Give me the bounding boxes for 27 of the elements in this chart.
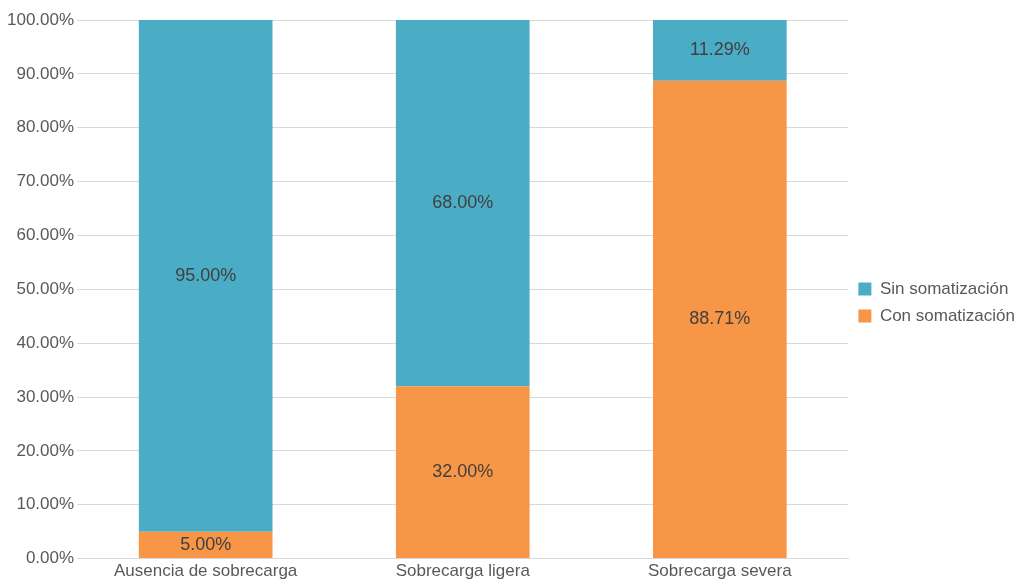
bar — [138, 20, 273, 532]
data-label: 95.00% — [175, 264, 237, 285]
y-tick-label: 0.00% — [25, 548, 75, 568]
y-tick-label: 20.00% — [16, 440, 75, 460]
data-label: 5.00% — [180, 533, 232, 554]
y-tick-label: 50.00% — [16, 278, 75, 298]
bar — [395, 386, 530, 559]
x-tick-label: Sobrecarga severa — [648, 561, 793, 581]
y-tick-label: 30.00% — [16, 386, 75, 406]
data-label: 11.29% — [689, 39, 750, 60]
y-tick-label: 60.00% — [16, 225, 75, 245]
bar — [395, 20, 530, 387]
x-tick-label: Ausencia de sobrecarga — [113, 561, 298, 581]
bar — [652, 80, 787, 559]
y-tick-label: 10.00% — [16, 494, 75, 514]
legend-label: Sin somatización — [879, 278, 1009, 298]
y-tick-label: 80.00% — [16, 117, 75, 137]
bar — [652, 20, 787, 81]
y-tick-label: 40.00% — [16, 332, 75, 352]
legend-label: Con somatización — [879, 305, 1015, 325]
data-label: 32.00% — [432, 461, 494, 482]
data-label: 68.00% — [432, 192, 494, 213]
y-tick-label: 70.00% — [16, 171, 75, 191]
y-tick-label: 90.00% — [16, 63, 75, 83]
y-tick-label: 100.00% — [6, 9, 75, 29]
data-label: 88.71% — [689, 308, 751, 329]
x-tick-label: Sobrecarga ligera — [395, 561, 531, 581]
